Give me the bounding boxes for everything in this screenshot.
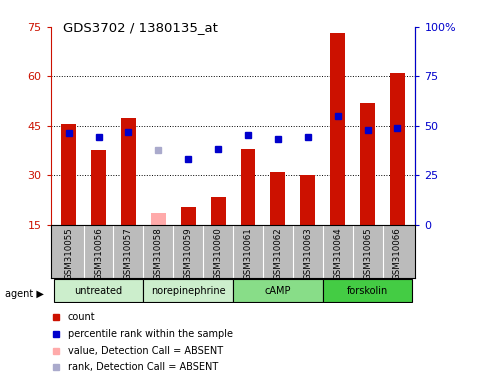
Bar: [121, 118, 136, 225]
Bar: [61, 124, 76, 225]
Text: value, Detection Call = ABSENT: value, Detection Call = ABSENT: [68, 346, 223, 356]
Text: cAMP: cAMP: [265, 286, 291, 296]
Text: percentile rank within the sample: percentile rank within the sample: [68, 329, 233, 339]
Text: rank, Detection Call = ABSENT: rank, Detection Call = ABSENT: [68, 362, 218, 372]
Bar: [91, 151, 106, 225]
Bar: [360, 103, 375, 225]
Text: GSM310058: GSM310058: [154, 227, 163, 280]
Text: GSM310062: GSM310062: [273, 227, 283, 280]
Text: GSM310057: GSM310057: [124, 227, 133, 280]
Text: GSM310066: GSM310066: [393, 227, 402, 280]
Bar: [330, 33, 345, 225]
Text: GSM310059: GSM310059: [184, 227, 193, 280]
Bar: [181, 207, 196, 225]
Text: agent ▶: agent ▶: [5, 289, 43, 299]
Text: GDS3702 / 1380135_at: GDS3702 / 1380135_at: [63, 21, 218, 34]
Bar: [300, 175, 315, 225]
Bar: [54, 279, 143, 302]
Text: GSM310061: GSM310061: [243, 227, 253, 280]
Bar: [323, 279, 412, 302]
Text: GSM310060: GSM310060: [213, 227, 223, 280]
Bar: [151, 213, 166, 225]
Bar: [233, 279, 323, 302]
Text: GSM310063: GSM310063: [303, 227, 313, 280]
Text: GSM310055: GSM310055: [64, 227, 73, 280]
Text: GSM310065: GSM310065: [363, 227, 372, 280]
Bar: [241, 149, 256, 225]
Bar: [143, 279, 233, 302]
Bar: [390, 73, 405, 225]
Text: untreated: untreated: [74, 286, 123, 296]
Text: GSM310064: GSM310064: [333, 227, 342, 280]
Text: forskolin: forskolin: [347, 286, 388, 296]
Bar: [270, 172, 285, 225]
Bar: [211, 197, 226, 225]
Text: count: count: [68, 312, 95, 322]
Text: norepinephrine: norepinephrine: [151, 286, 226, 296]
Text: GSM310056: GSM310056: [94, 227, 103, 280]
